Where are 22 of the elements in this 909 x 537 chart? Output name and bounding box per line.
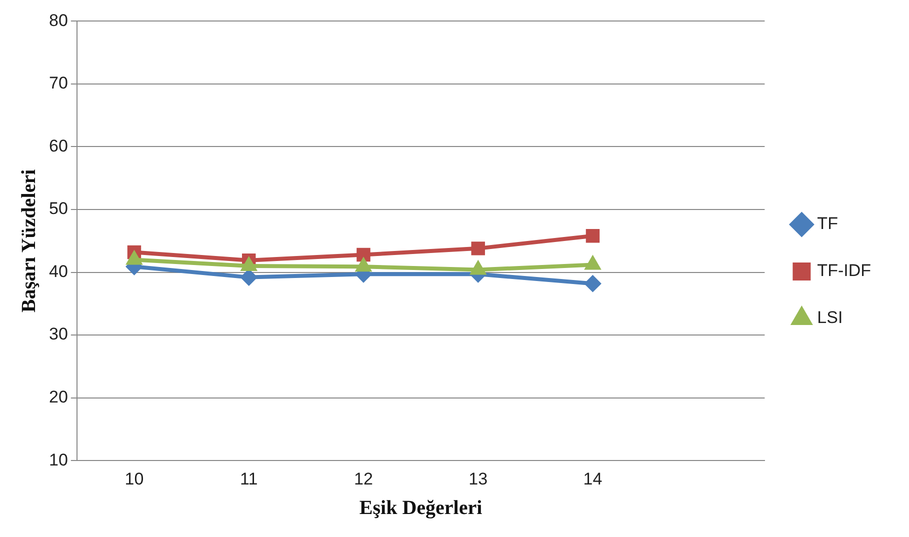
x-tick-label: 11 [240,469,258,488]
legend-label: TF [817,214,838,234]
legend-label: LSI [817,308,843,328]
legend-label: TF-IDF [817,261,872,280]
y-axis-title: Başarı Yüzdeleri [18,168,40,312]
point [356,248,370,262]
point [586,229,600,243]
point [584,275,602,292]
y-tick-label: 50 [48,199,68,218]
y-tick-label: 60 [48,136,68,156]
x-tick-label: 14 [583,469,602,488]
y-tick-label: 80 [48,10,68,30]
x-tick-label: 12 [354,469,373,488]
y-tick-label: 10 [48,450,68,470]
y-tick-label: 30 [48,324,68,344]
y-tick-label: 20 [48,388,68,407]
y-tick-label: 40 [48,262,68,281]
y-tick-label: 70 [48,74,68,93]
point [471,242,485,256]
x-tick-label: 10 [124,469,144,488]
x-tick-label: 13 [468,469,488,488]
x-axis-title: Eşik Değerleri [359,497,483,520]
